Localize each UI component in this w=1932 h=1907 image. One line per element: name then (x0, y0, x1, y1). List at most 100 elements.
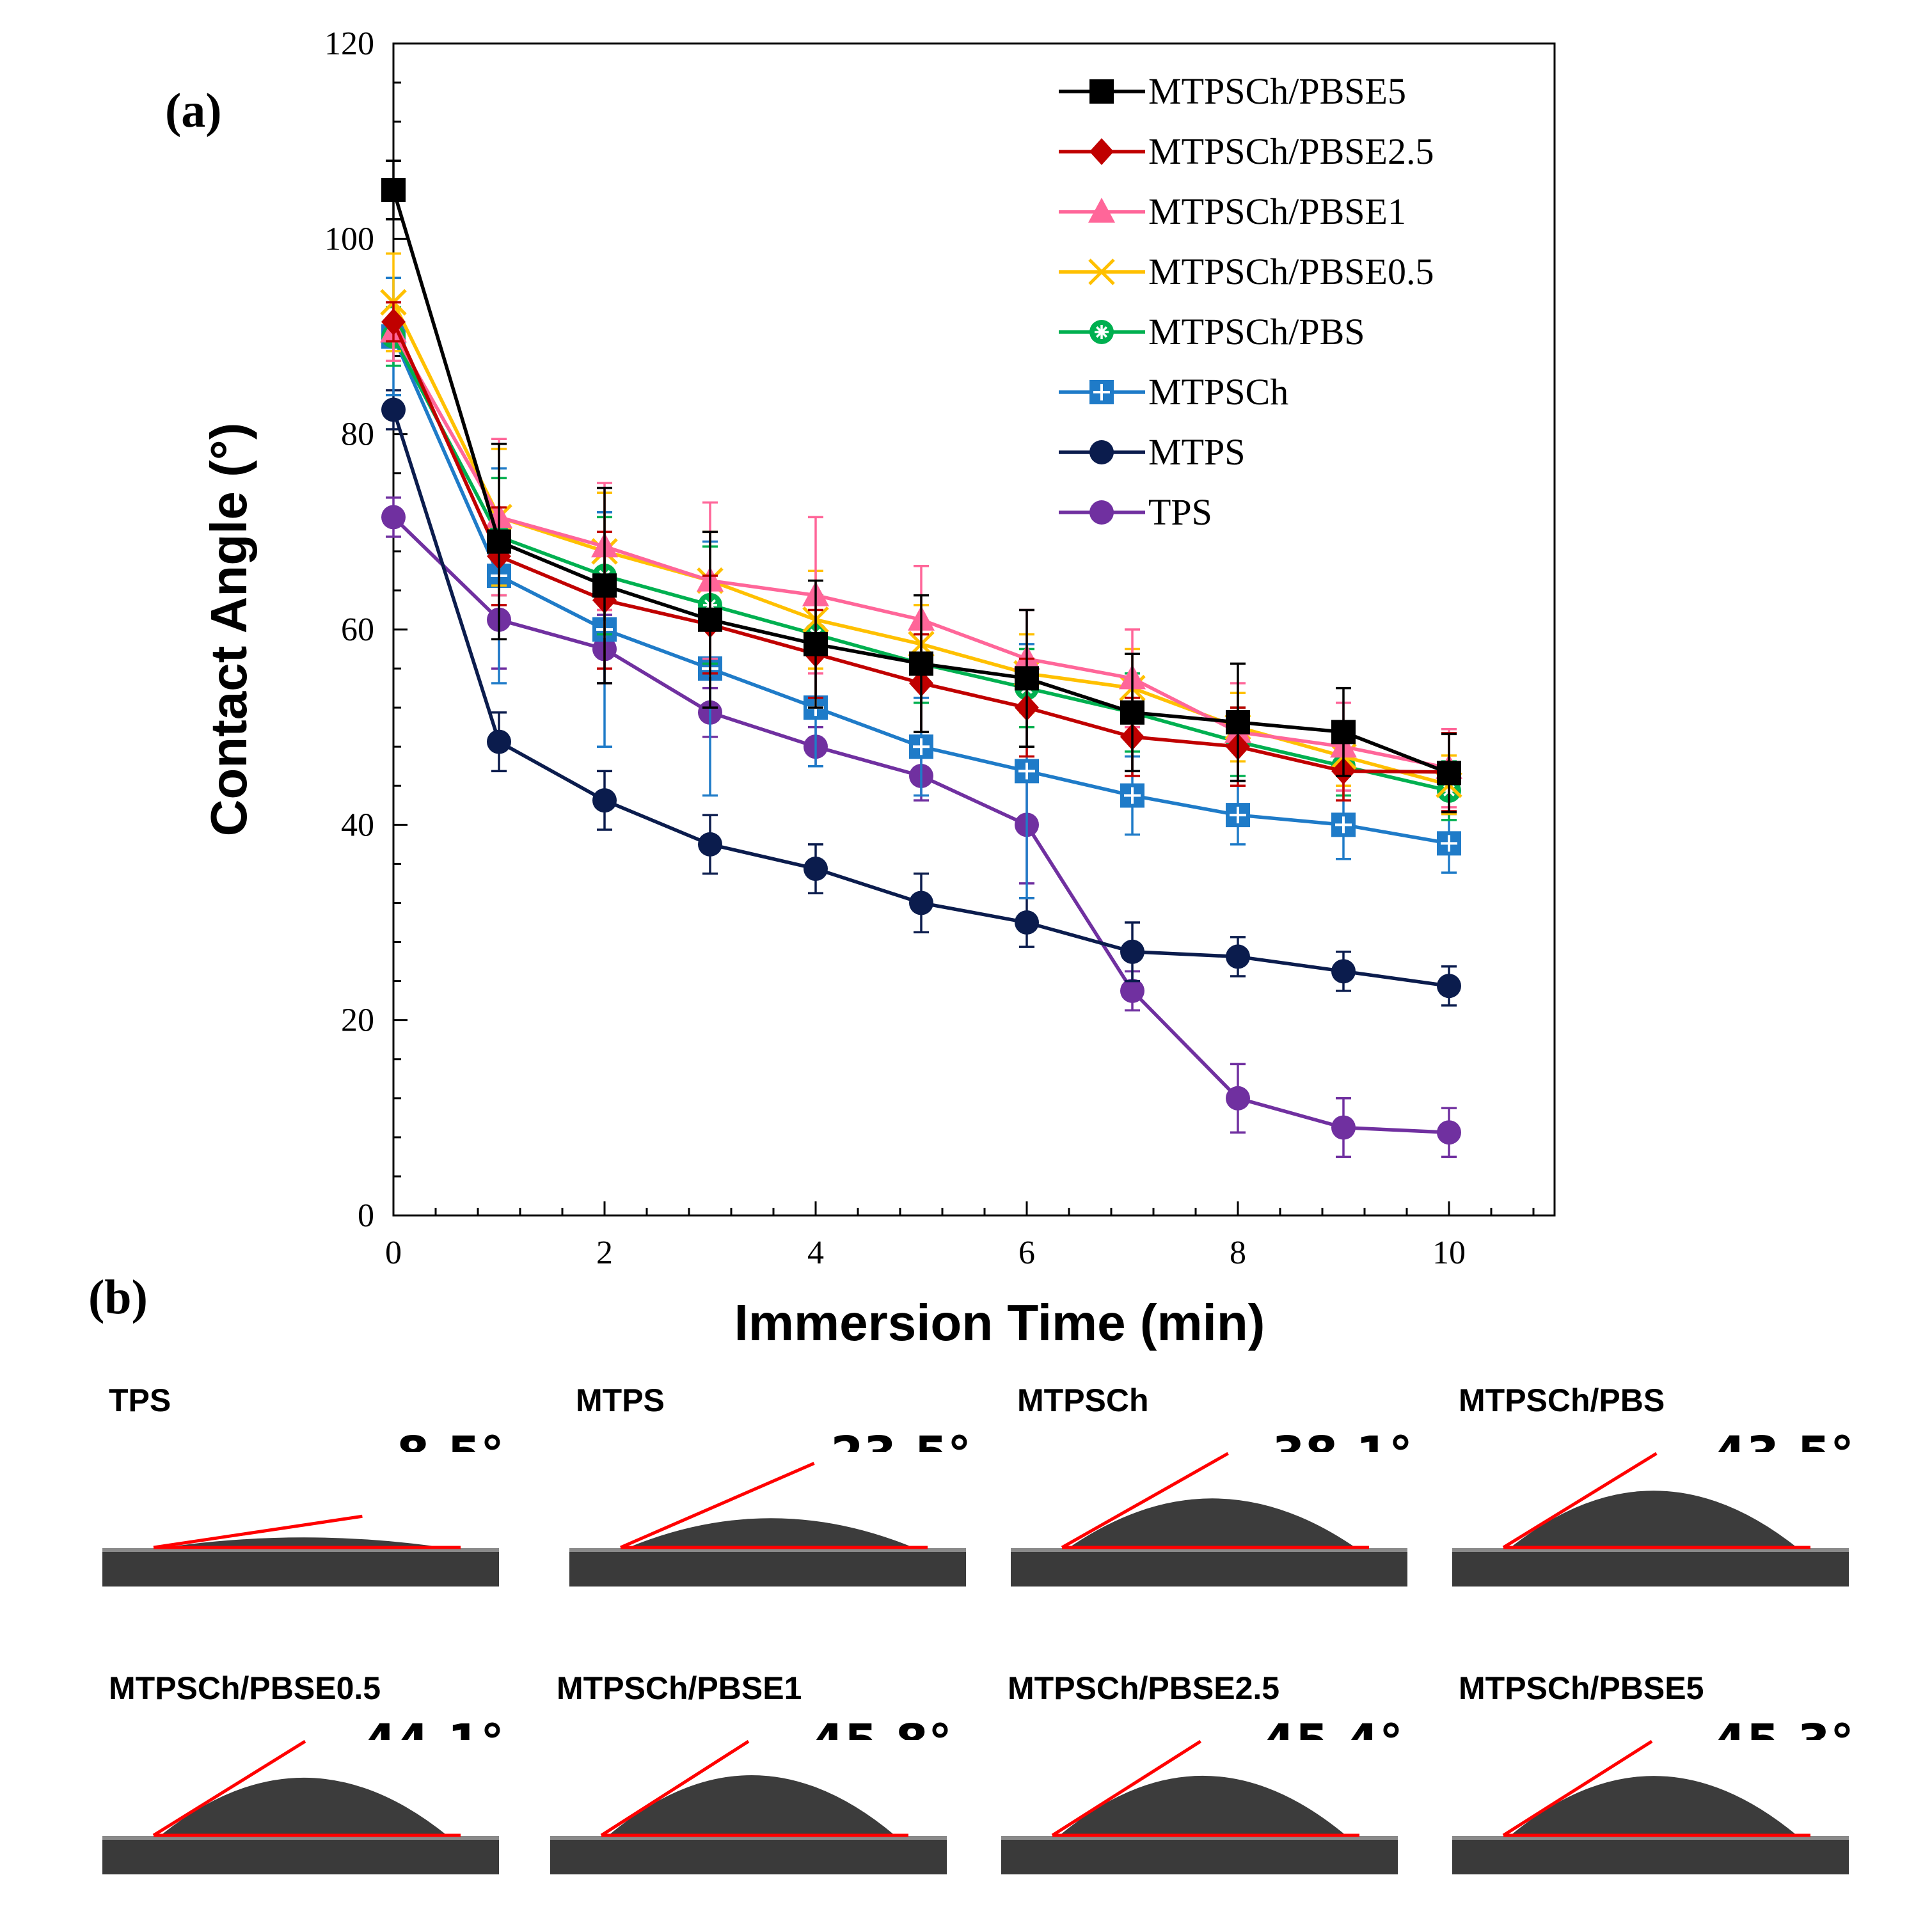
droplet-shape (160, 1537, 448, 1548)
tangent-line (1502, 1452, 1658, 1549)
data-point (1226, 944, 1250, 969)
substrate (1001, 1836, 1398, 1874)
data-point (1015, 666, 1039, 691)
droplet-shape (1510, 1776, 1798, 1836)
data-point (1226, 1086, 1250, 1111)
legend-label: MTPSCh/PBS (1148, 311, 1365, 352)
legend-item: TPS (1059, 491, 1212, 533)
droplet-shape (1510, 1491, 1798, 1548)
legend-label: MTPSCh/PBSE1 (1148, 191, 1406, 232)
data-point (1331, 1115, 1356, 1140)
substrate (102, 1548, 499, 1587)
data-point (381, 397, 406, 422)
data-point (1120, 978, 1144, 1003)
droplet-shape (608, 1775, 896, 1836)
legend-marker (1089, 380, 1114, 404)
droplet-name: MTPSCh/PBSE0.5 (109, 1670, 381, 1706)
data-point (909, 734, 933, 759)
substrate-edge (569, 1548, 966, 1552)
data-point (592, 573, 617, 598)
droplet-panel-mtpsch: MTPSCh 38.1° (1011, 1382, 1413, 1593)
legend-marker (1089, 440, 1114, 464)
data-point (1331, 720, 1356, 745)
data-point (698, 832, 722, 857)
panel-b-label: (b) (88, 1270, 148, 1324)
data-point (1331, 959, 1356, 984)
substrate-edge (1011, 1548, 1407, 1552)
y-tick-label: 100 (324, 221, 374, 257)
substrate (1452, 1836, 1849, 1874)
legend-item: MTPS (1059, 431, 1246, 473)
droplet-name: MTPSCh (1017, 1382, 1149, 1418)
substrate (1011, 1548, 1407, 1587)
droplet-image (102, 1740, 499, 1874)
legend-label: MTPSCh (1148, 371, 1288, 413)
droplet-panel-mtpsch-pbse0-5: MTPSCh/PBSE0.5 44.1° (102, 1670, 504, 1881)
data-point (592, 788, 617, 813)
legend-item: MTPSCh/PBS (1059, 311, 1365, 352)
tangent-line (153, 1514, 363, 1549)
droplet-image (1011, 1452, 1407, 1587)
substrate (550, 1836, 947, 1874)
x-tick-label: 0 (385, 1235, 402, 1271)
data-point (1120, 939, 1144, 964)
data-point (1437, 974, 1461, 999)
droplet-panel-mtpsch-pbse5: MTPSCh/PBSE5 45.3° (1452, 1670, 1854, 1881)
legend-item: MTPSCh/PBSE2.5 (1059, 131, 1434, 172)
y-tick-label: 80 (341, 416, 374, 453)
substrate-edge (1452, 1548, 1849, 1552)
legend-label: MTPSCh/PBSE2.5 (1148, 131, 1434, 172)
substrate-edge (102, 1836, 499, 1840)
droplet-image (1452, 1452, 1849, 1587)
x-tick-label: 4 (807, 1235, 824, 1271)
data-point (1437, 761, 1461, 786)
y-axis-title: Contact Angle (°) (200, 423, 257, 837)
substrate (1452, 1548, 1849, 1587)
droplet-name: MTPSCh/PBS (1459, 1382, 1665, 1418)
data-point (804, 631, 828, 656)
data-point (698, 607, 722, 632)
data-point (1437, 831, 1461, 856)
data-point (381, 308, 406, 336)
x-tick-label: 8 (1230, 1235, 1246, 1271)
droplet-panel-tps: TPS 8.5° (102, 1382, 504, 1593)
data-point (1331, 812, 1356, 837)
x-tick-label: 10 (1432, 1235, 1466, 1271)
droplet-image (550, 1740, 947, 1874)
legend-marker (1089, 138, 1114, 165)
droplet-panel-mtps: MTPS 23.5° (569, 1382, 971, 1593)
x-axis-title: Immersion Time (min) (734, 1294, 1265, 1351)
tangent-line (1502, 1740, 1653, 1837)
substrate-edge (102, 1548, 499, 1552)
tangent-line (152, 1740, 306, 1837)
data-point (804, 857, 828, 882)
substrate-edge (1452, 1836, 1849, 1840)
tangent-line (1061, 1452, 1229, 1549)
legend-item: MTPSCh/PBSE0.5 (1059, 251, 1434, 292)
series-mtps (381, 389, 1461, 1007)
droplet-name: MTPSCh/PBSE2.5 (1008, 1670, 1280, 1706)
y-tick-label: 0 (358, 1198, 374, 1234)
data-point (1120, 783, 1144, 808)
legend-marker (1089, 500, 1114, 525)
data-point (1015, 759, 1039, 784)
y-tick-label: 20 (341, 1002, 374, 1039)
droplet-panel-mtpsch-pbse1: MTPSCh/PBSE1 45.8° (550, 1670, 952, 1881)
substrate (102, 1836, 499, 1874)
droplet-name: MTPSCh/PBSE1 (557, 1670, 802, 1706)
legend-item: MTPSCh (1059, 371, 1288, 413)
y-tick-label: 60 (341, 612, 374, 648)
legend-item: MTPSCh/PBSE5 (1059, 70, 1406, 112)
y-tick-label: 120 (324, 26, 374, 62)
data-point (1015, 910, 1039, 935)
data-point (381, 505, 406, 530)
tangent-line (1051, 1740, 1202, 1837)
series-mtpsch-pbse5 (381, 159, 1461, 814)
droplet-image (102, 1452, 499, 1587)
droplet-panel-mtpsch-pbs: MTPSCh/PBS 43.5° (1452, 1382, 1854, 1593)
droplet-image (569, 1452, 966, 1587)
data-point (487, 729, 511, 754)
data-point (1437, 1120, 1461, 1145)
